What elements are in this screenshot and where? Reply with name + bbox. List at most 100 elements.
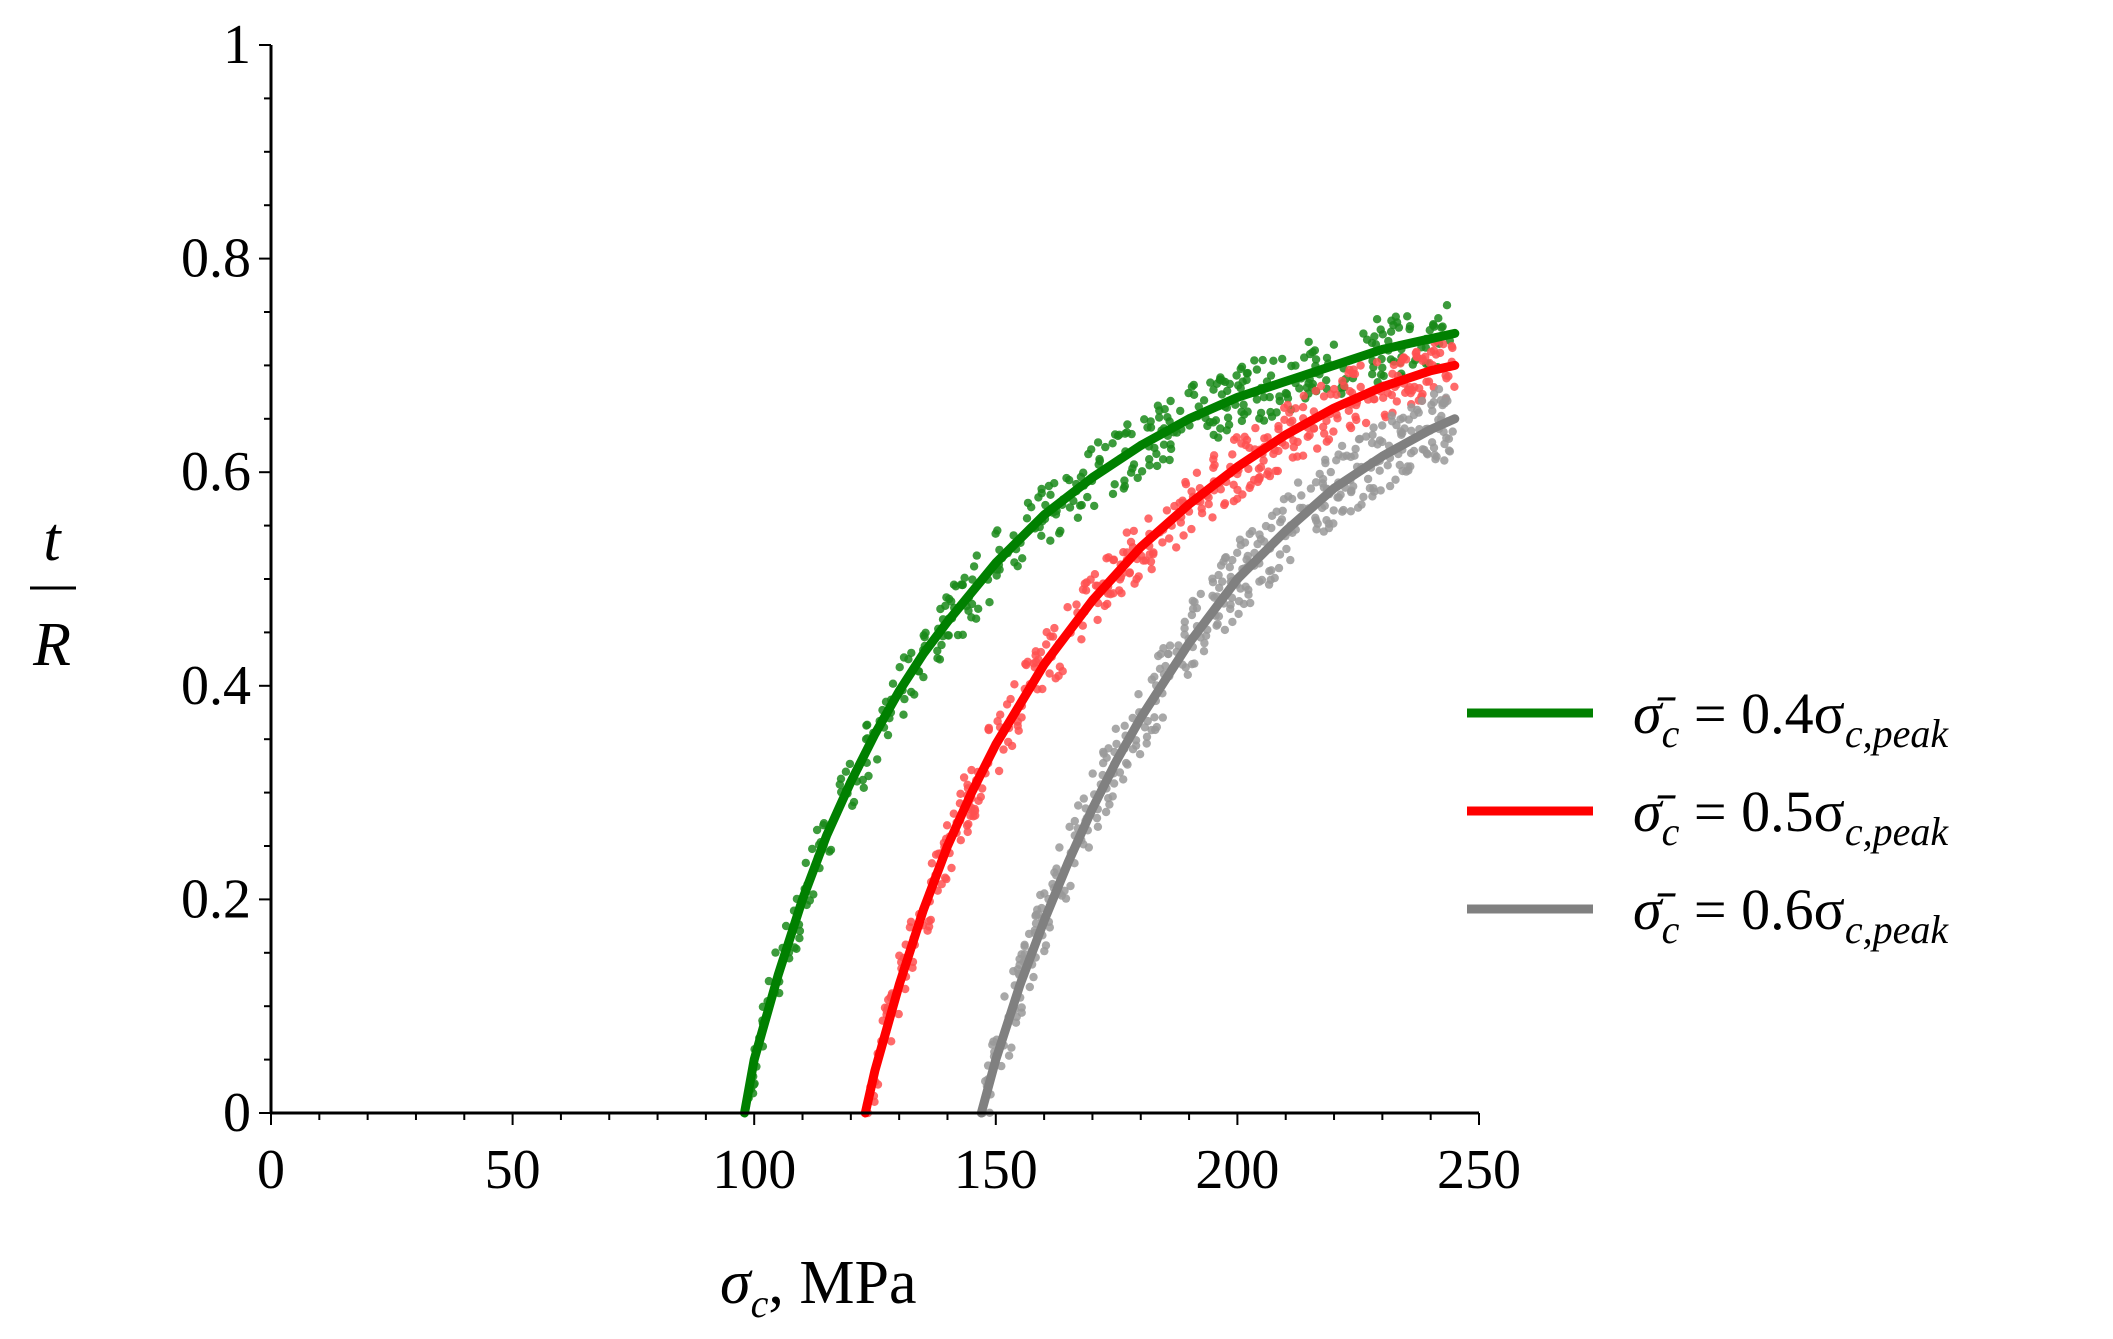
scatter-point [1045,923,1055,932]
x-axis-title-unit: , MPa [768,1249,916,1317]
scatter-point [1158,713,1168,722]
scatter-point [942,821,952,830]
scatter-point [1181,477,1190,487]
scatter-point [1083,492,1092,502]
scatter-point [1376,486,1385,495]
scatter-point [1150,713,1159,722]
scatter-point [1403,462,1412,471]
scatter-point [1142,739,1151,748]
scatter-point [1172,543,1181,552]
scatter-point [1312,525,1321,534]
scatter-point [936,604,945,614]
scatter-point [1151,725,1160,735]
scatter-point [1223,413,1233,422]
scatter-point [1129,460,1139,469]
scatter-point [1321,455,1330,464]
scatter-point [1024,929,1034,939]
scatter-point [1127,429,1136,439]
scatter-point [1439,340,1448,349]
scatter-point [1429,443,1439,452]
scatter-point [1237,416,1247,426]
scatter-point [1106,590,1115,599]
scatter-point [1052,864,1061,873]
scatter-point [1209,463,1218,472]
scatter-point [795,934,804,943]
scatter-point [1146,557,1156,566]
scatter-point [904,655,913,664]
scatter-point [795,926,805,936]
scatter-point [1334,450,1343,459]
scatter-point [1413,353,1422,362]
scatter-point [1417,396,1427,406]
scatter-point [1329,506,1338,515]
scatter-point [1383,388,1393,397]
scatter-point [978,784,987,793]
scatter-point [1271,466,1281,476]
scatter-point [1387,417,1397,426]
y-tick-label: 0.8 [181,228,251,290]
scatter-point [1437,323,1446,332]
scatter-point [1405,322,1415,331]
scatter-point [1370,332,1379,341]
y-axis-title-denominator: R [32,611,71,679]
scatter-point [1322,437,1332,446]
scatter-point [1152,461,1162,471]
scatter-point [1241,582,1250,591]
scatter-point [1217,390,1227,399]
y-tick-label: 0.2 [181,868,251,930]
scatter-point [1367,438,1377,448]
scatter-point [1428,406,1437,416]
x-tick-label: 100 [712,1139,796,1201]
scatter-point [919,672,928,682]
scatter-point [989,1037,998,1046]
scatter-point [1093,822,1103,831]
scatter-point [944,631,953,640]
scatter-point [1109,779,1119,788]
scatter-point [1077,635,1086,644]
scatter-point [1111,724,1121,733]
scatter-point [1066,881,1075,891]
scatter-point [963,827,972,837]
scatter-point [967,599,977,609]
scatter-point [1006,694,1015,704]
scatter-point [1101,442,1110,452]
scatter-point [1100,601,1110,611]
x-tick-label: 50 [485,1139,541,1201]
scatter-point [1027,503,1036,512]
scatter-point [1297,491,1306,500]
scatter-point [801,858,810,868]
scatter-point [1344,406,1354,415]
scatter-point [1363,474,1373,484]
scatter-point [1132,574,1141,584]
scatter-point [1110,480,1119,489]
scatter-point [899,710,908,719]
scatter-point [910,690,919,699]
scatter-point [1079,794,1089,803]
scatter-point [845,759,855,769]
scatter-point [1133,473,1142,483]
scatter-point [1115,430,1124,439]
scatter-point [974,796,983,805]
scatter-point [933,646,942,655]
scatter-layer [741,301,1459,1118]
scatter-point [1311,513,1320,522]
scatter-point [1378,363,1387,372]
x-tick-label: 250 [1437,1139,1521,1201]
scatter-point [1356,361,1365,370]
scatter-point [1099,747,1108,757]
scatter-point [1029,972,1038,982]
scatter-point [1298,402,1308,412]
scatter-point [1014,726,1023,735]
scatter-point [1378,330,1388,339]
x-axis-title: σc, MPa [720,1249,916,1326]
scatter-point [1291,404,1300,413]
scatter-point [1350,451,1359,460]
scatter-point [1139,556,1148,565]
series-lines [740,328,1460,1118]
scatter-point [1073,513,1083,522]
scatter-point [1046,536,1055,545]
scatter-point [1020,940,1029,949]
scatter-point [1025,982,1035,992]
scatter-point [1213,619,1222,629]
